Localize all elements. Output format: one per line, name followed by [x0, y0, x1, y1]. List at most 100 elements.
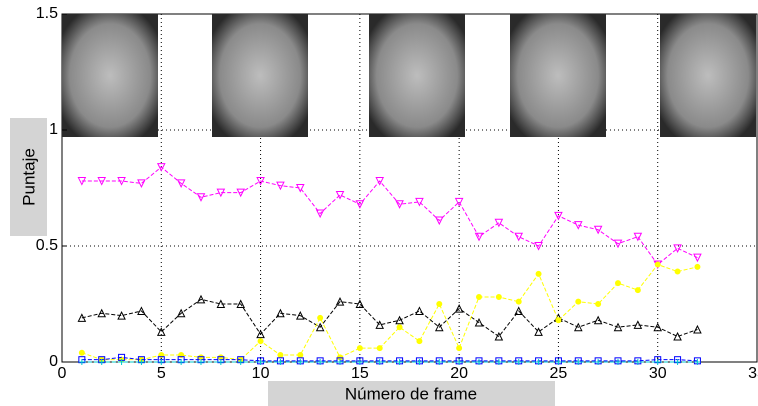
marker	[555, 317, 562, 324]
marker	[375, 320, 385, 329]
marker	[613, 322, 623, 332]
marker	[236, 299, 246, 308]
marker	[673, 244, 682, 253]
marker	[535, 270, 542, 277]
marker	[256, 177, 265, 186]
x-tick-label: 30	[649, 365, 667, 382]
marker	[376, 359, 383, 365]
series-line	[81, 166, 698, 266]
marker	[395, 315, 404, 325]
marker	[158, 359, 165, 365]
marker	[535, 359, 542, 365]
marker	[117, 177, 126, 186]
marker	[216, 299, 226, 308]
face-image	[212, 14, 308, 137]
face-image	[660, 14, 756, 137]
y-tick-label: 0	[49, 353, 58, 370]
marker	[494, 331, 504, 341]
marker	[276, 308, 285, 318]
marker	[514, 232, 524, 242]
marker	[416, 338, 423, 345]
x-tick-label: 5	[157, 365, 166, 382]
marker	[476, 359, 482, 365]
marker	[615, 280, 621, 287]
marker	[277, 359, 284, 365]
marker	[436, 301, 443, 307]
marker	[77, 313, 87, 322]
marker	[355, 200, 365, 209]
face-images	[62, 14, 756, 137]
x-tick-label: 0	[58, 365, 67, 382]
marker	[196, 294, 206, 304]
face-image	[62, 14, 158, 137]
marker	[573, 322, 583, 332]
marker	[137, 306, 146, 315]
marker	[217, 359, 224, 365]
marker	[297, 359, 304, 365]
marker	[436, 359, 443, 365]
marker	[415, 306, 424, 315]
marker	[515, 298, 522, 305]
marker	[176, 308, 186, 318]
marker	[534, 327, 543, 336]
marker	[573, 221, 583, 230]
x-tick-label: 25	[550, 365, 568, 382]
marker	[156, 163, 166, 172]
face-image	[369, 14, 465, 137]
marker	[693, 253, 702, 263]
marker	[495, 294, 502, 301]
marker	[474, 232, 484, 242]
marker	[434, 216, 444, 226]
marker	[633, 232, 643, 242]
marker	[176, 179, 186, 188]
marker	[355, 299, 365, 308]
marker	[335, 297, 345, 306]
marker	[295, 184, 305, 193]
marker	[454, 197, 464, 207]
marker	[694, 359, 701, 365]
series-line	[81, 263, 698, 361]
marker	[335, 190, 345, 200]
marker	[276, 181, 285, 191]
marker	[654, 359, 661, 365]
marker	[356, 359, 363, 365]
marker	[277, 352, 284, 359]
marker	[337, 359, 343, 365]
marker	[97, 177, 107, 186]
marker	[673, 331, 682, 341]
marker	[495, 359, 502, 365]
marker	[613, 239, 623, 249]
marker	[257, 338, 264, 345]
marker	[138, 359, 145, 365]
x-label-box	[268, 381, 555, 406]
marker	[634, 287, 641, 294]
marker	[356, 345, 363, 352]
x-tick-label: 35	[748, 365, 758, 382]
y-label-box	[10, 118, 47, 236]
marker	[514, 306, 524, 315]
marker	[198, 359, 204, 365]
marker	[256, 329, 265, 339]
marker	[456, 359, 463, 365]
y-axis-label: Puntaje	[19, 148, 38, 206]
marker	[554, 211, 563, 221]
marker	[317, 314, 324, 321]
marker	[237, 359, 244, 365]
marker	[674, 268, 681, 275]
marker	[515, 359, 522, 365]
marker	[178, 359, 185, 365]
marker	[634, 359, 641, 365]
marker	[295, 310, 305, 320]
marker	[633, 320, 643, 329]
y-tick-label: 1	[49, 121, 58, 138]
marker	[476, 294, 482, 301]
marker	[615, 359, 621, 365]
marker	[555, 359, 562, 365]
y-tick-label: 0.5	[36, 237, 58, 254]
marker	[137, 179, 146, 188]
marker	[236, 188, 246, 198]
marker	[77, 177, 87, 186]
marker	[317, 359, 324, 365]
marker	[315, 322, 325, 332]
